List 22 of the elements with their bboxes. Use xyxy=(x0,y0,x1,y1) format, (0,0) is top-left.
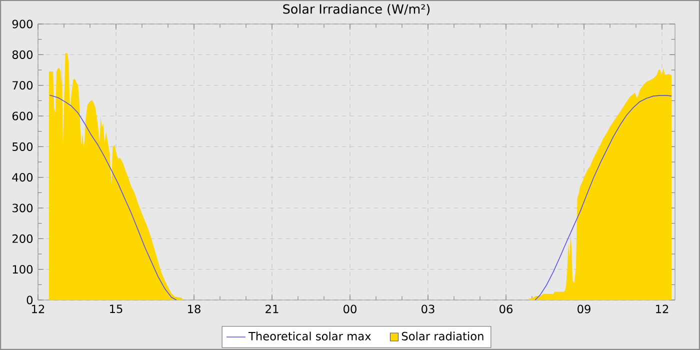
legend-label: Theoretical solar max xyxy=(248,332,371,340)
chart-title: Solar Irradiance (W/m²) xyxy=(283,4,430,16)
x-tick-label: 18 xyxy=(188,304,200,314)
y-tick-label: 800 xyxy=(12,50,33,59)
y-tick-label: 0 xyxy=(26,296,33,304)
y-tick-label: 700 xyxy=(12,81,33,90)
y-tick-label: 600 xyxy=(12,112,33,120)
x-tick-label: 06 xyxy=(500,304,513,314)
y-tick-label: 900 xyxy=(12,20,33,28)
x-tick-label: 09 xyxy=(578,304,590,314)
x-tick-label: 15 xyxy=(110,304,122,314)
y-tick-label: 200 xyxy=(12,234,33,243)
x-tick-label: 12 xyxy=(32,304,44,314)
y-tick-label: 500 xyxy=(12,142,33,151)
y-tick-label: 300 xyxy=(12,204,33,212)
legend-label: Solar radiation xyxy=(402,332,484,340)
x-tick-label: 12 xyxy=(656,304,668,314)
x-tick-label: 21 xyxy=(266,304,278,314)
y-tick-label: 400 xyxy=(12,173,33,182)
y-tick-label: 100 xyxy=(12,265,33,274)
x-tick-label: 03 xyxy=(422,304,434,314)
x-tick-label: 00 xyxy=(344,304,356,314)
